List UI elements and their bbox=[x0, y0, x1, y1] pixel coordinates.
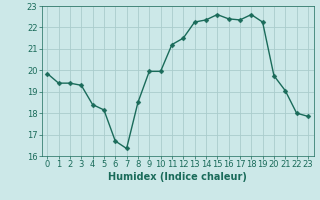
X-axis label: Humidex (Indice chaleur): Humidex (Indice chaleur) bbox=[108, 172, 247, 182]
